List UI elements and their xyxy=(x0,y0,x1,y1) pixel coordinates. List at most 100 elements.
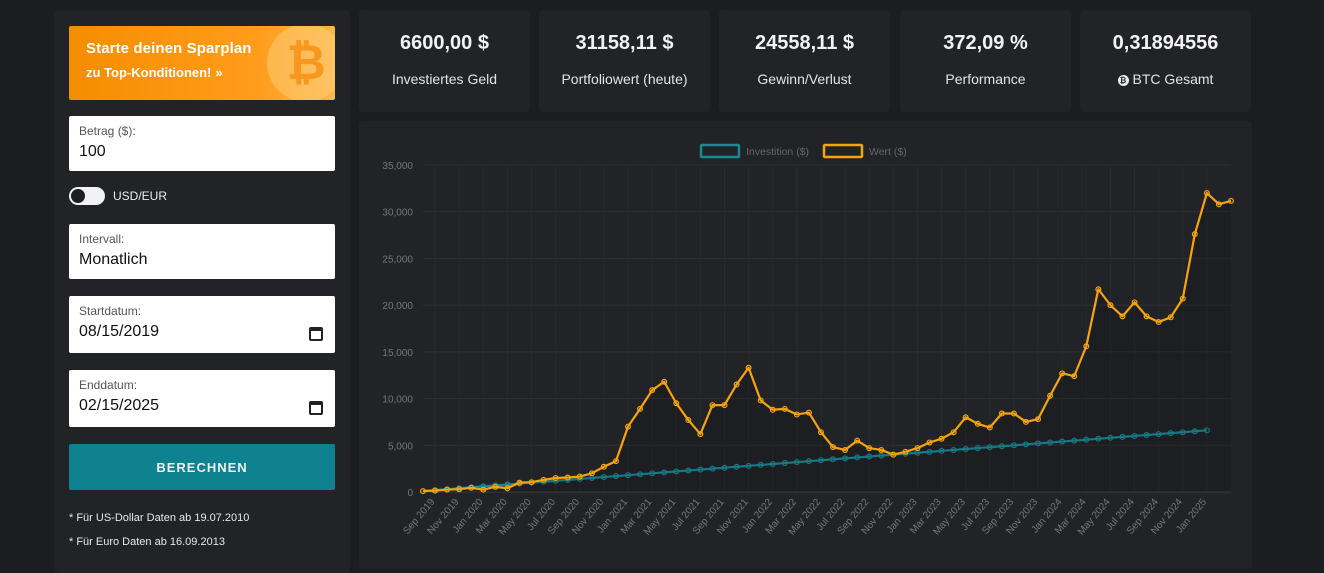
stat-portfolio-value: 31158,11 $ Portfoliowert (heute) xyxy=(539,10,710,112)
investment-point xyxy=(625,472,632,479)
value-point xyxy=(1071,373,1078,380)
end-date-field[interactable]: Enddatum: 02/15/2025 xyxy=(69,370,335,427)
stat-profit-loss: 24558,11 $ Gewinn/Verlust xyxy=(719,10,890,112)
investment-point xyxy=(697,466,704,473)
value-point xyxy=(432,487,439,494)
calculate-button[interactable]: BERECHNEN xyxy=(69,444,335,490)
value-point xyxy=(637,405,644,412)
investment-point xyxy=(926,448,933,455)
start-date-field[interactable]: Startdatum: 08/15/2019 xyxy=(69,296,335,353)
value-point xyxy=(540,476,547,483)
stat-label: Gewinn/Verlust xyxy=(757,71,852,87)
investment-point xyxy=(721,464,728,471)
legend-label: Wert ($) xyxy=(869,146,907,158)
calendar-icon[interactable] xyxy=(309,401,323,415)
investment-point xyxy=(1059,438,1066,445)
promo-banner[interactable]: Starte deinen Sparplan zu Top-Konditione… xyxy=(69,26,335,100)
stat-invested: 6600,00 $ Investiertes Geld xyxy=(359,10,530,112)
toggle-switch[interactable] xyxy=(69,187,105,205)
value-point xyxy=(516,479,523,486)
stat-value: 6600,00 $ xyxy=(400,32,489,54)
investment-point xyxy=(673,468,680,475)
investment-point xyxy=(986,444,993,451)
value-point xyxy=(986,424,993,431)
value-point xyxy=(854,437,861,444)
value-point xyxy=(528,479,535,486)
investment-point xyxy=(1095,435,1102,442)
value-point xyxy=(866,445,873,452)
value-point xyxy=(492,483,499,490)
investment-point xyxy=(1047,439,1054,446)
amount-input[interactable]: 100 xyxy=(79,143,106,160)
value-area xyxy=(423,193,1231,492)
y-tick-label: 15,000 xyxy=(382,348,413,359)
value-point xyxy=(444,486,451,493)
investment-point xyxy=(1203,427,1210,434)
value-point xyxy=(480,486,487,493)
interval-select[interactable]: Monatlich xyxy=(79,251,148,268)
value-point xyxy=(1022,418,1029,425)
value-point xyxy=(878,446,885,453)
value-point xyxy=(721,402,728,409)
investment-point xyxy=(962,446,969,453)
investment-point xyxy=(1071,437,1078,444)
value-point xyxy=(1179,295,1186,302)
amount-field[interactable]: Betrag ($): 100 xyxy=(69,116,335,171)
value-point xyxy=(1083,343,1090,350)
investment-point xyxy=(745,462,752,469)
value-point xyxy=(1119,313,1126,320)
investment-point xyxy=(1083,436,1090,443)
investment-point xyxy=(1119,433,1126,440)
currency-toggle[interactable]: USD/EUR xyxy=(69,187,167,205)
value-point xyxy=(1143,313,1150,320)
investment-point xyxy=(793,459,800,466)
value-point xyxy=(805,409,812,416)
value-point xyxy=(962,414,969,421)
value-point xyxy=(1107,302,1114,309)
value-point xyxy=(576,473,583,480)
y-tick-label: 35,000 xyxy=(382,161,413,172)
investment-point xyxy=(781,460,788,467)
investment-point xyxy=(938,447,945,454)
investment-point xyxy=(866,453,873,460)
stat-value: 0,31894556 xyxy=(1112,32,1219,54)
stat-performance: 372,09 % Performance xyxy=(900,10,1071,112)
stat-label: Performance xyxy=(945,71,1026,87)
value-point xyxy=(1035,416,1042,423)
investment-point xyxy=(1155,431,1162,438)
investment-point xyxy=(854,454,861,461)
btc-icon: ₿ xyxy=(1117,74,1129,86)
investment-point xyxy=(504,481,511,488)
investment-point xyxy=(1035,440,1042,447)
calculator-panel: Starte deinen Sparplan zu Top-Konditione… xyxy=(54,10,350,573)
investment-point xyxy=(1143,432,1150,439)
interval-field[interactable]: Intervall: Monatlich xyxy=(69,224,335,279)
bitcoin-icon: ₿ xyxy=(267,26,335,100)
value-point xyxy=(649,387,656,394)
start-date-input[interactable]: 08/15/2019 xyxy=(79,323,160,340)
value-point xyxy=(456,486,463,493)
value-point xyxy=(1191,231,1198,238)
amount-label: Betrag ($): xyxy=(79,124,136,138)
value-point xyxy=(998,410,1005,417)
calendar-icon[interactable] xyxy=(309,327,323,341)
investment-point xyxy=(661,469,668,476)
portfolio-chart: 0 5,000 10,000 15,000 20,000 25,000 30,000 35,0… xyxy=(382,143,1234,538)
chart-panel: 0 5,000 10,000 15,000 20,000 25,000 30,000 35,0… xyxy=(359,121,1252,569)
value-point xyxy=(1095,286,1102,293)
promo-title: Starte deinen Sparplan xyxy=(86,40,252,57)
investment-point xyxy=(709,465,716,472)
investment-point xyxy=(600,474,607,481)
investment-point xyxy=(685,467,692,474)
stat-label: ₿ BTC Gesamt xyxy=(1080,71,1251,87)
legend-swatch xyxy=(699,143,741,159)
y-tick-label: 30,000 xyxy=(382,208,413,219)
start-date-label: Startdatum: xyxy=(79,304,142,318)
value-point xyxy=(468,484,475,491)
end-date-input[interactable]: 02/15/2025 xyxy=(79,397,160,414)
value-point xyxy=(419,488,426,495)
value-point xyxy=(612,458,619,465)
investment-point xyxy=(830,456,837,463)
investment-point xyxy=(637,471,644,478)
value-point xyxy=(709,402,716,409)
